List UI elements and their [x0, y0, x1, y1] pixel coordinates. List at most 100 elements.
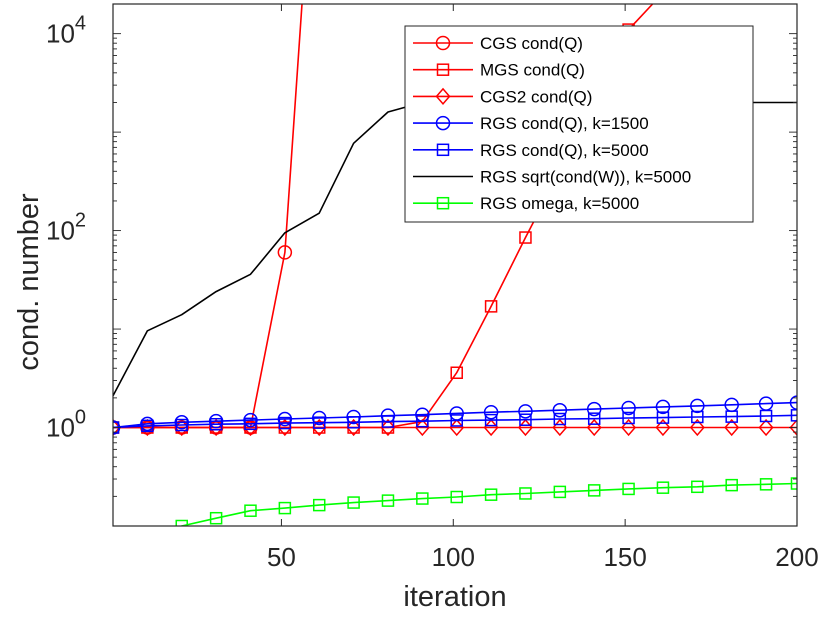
data-point [380, 418, 396, 437]
data-point [519, 413, 532, 426]
y-tick-base: 10 [46, 216, 75, 246]
data-point [175, 519, 188, 526]
data-point [484, 300, 498, 313]
data-point [140, 416, 155, 432]
data-point [656, 411, 670, 424]
series-line [113, 401, 797, 429]
data-point [346, 418, 362, 437]
data-point [656, 481, 670, 494]
plot-frame [112, 3, 798, 527]
legend-swatch-marker [436, 143, 450, 157]
data-point [209, 511, 223, 525]
data-point [759, 478, 773, 491]
data-point [553, 412, 567, 426]
data-point [175, 418, 188, 432]
y-tick-exponent: 2 [75, 210, 86, 232]
data-point [587, 484, 601, 497]
data-point [587, 412, 601, 425]
series-6 [175, 477, 797, 526]
data-point [450, 366, 463, 379]
data-point [690, 398, 705, 414]
data-point [790, 409, 797, 422]
data-point [725, 410, 738, 423]
x-tick-label: 50 [267, 542, 296, 572]
legend-entry: RGS cond(Q), k=1500 [413, 114, 649, 133]
data-point [244, 504, 257, 517]
data-point [416, 414, 429, 428]
y-tick-exponent: 4 [75, 13, 86, 35]
y-tick-label: 100 [46, 407, 86, 443]
y-tick-base: 10 [46, 19, 75, 49]
data-point [758, 418, 774, 437]
data-point [586, 401, 602, 417]
data-point [553, 485, 567, 499]
data-point [381, 415, 395, 428]
legend-label: RGS cond(Q), k=5000 [480, 141, 649, 160]
series-3 [113, 395, 797, 435]
data-point [449, 418, 465, 437]
data-point [278, 501, 292, 515]
legend-label: RGS omega, k=5000 [480, 194, 639, 213]
data-point [244, 417, 257, 431]
y-tick-base: 10 [46, 413, 75, 443]
data-point [724, 418, 740, 437]
legend-box [404, 25, 754, 223]
data-point [312, 498, 326, 512]
data-point [312, 416, 326, 429]
data-point [655, 418, 671, 437]
data-point [622, 411, 635, 425]
data-point [311, 418, 327, 437]
series-4 [113, 409, 797, 434]
legend-label: RGS sqrt(cond(W)), k=5000 [480, 168, 691, 187]
legend-entry: CGS2 cond(Q) [413, 87, 592, 106]
data-point [484, 488, 498, 501]
series-line [113, 414, 797, 429]
y-axis-label: cond. number [13, 193, 45, 371]
data-point [208, 413, 224, 429]
data-point [689, 418, 705, 437]
data-point [518, 404, 533, 419]
data-point [277, 411, 293, 427]
legend-swatch-marker [436, 196, 450, 210]
legend-swatch-marker [435, 115, 451, 131]
x-axis-label: iteration [403, 581, 506, 613]
data-point [311, 410, 327, 426]
data-point [174, 415, 189, 430]
data-point [519, 487, 532, 500]
legend-entry: RGS omega, k=5000 [413, 194, 639, 213]
data-point [621, 418, 637, 437]
data-point [278, 416, 292, 430]
data-point [655, 399, 671, 415]
legend-label: CGS2 cond(Q) [480, 87, 592, 106]
data-point [347, 416, 360, 429]
legend-entry: RGS cond(Q), k=5000 [413, 141, 649, 160]
y-tick-exponent: 0 [75, 407, 86, 429]
data-point [113, 418, 121, 437]
legend-entry: CGS cond(Q) [413, 34, 583, 53]
data-point [450, 414, 463, 427]
data-point [789, 395, 797, 410]
data-point [725, 478, 738, 492]
legend-swatch-marker [435, 35, 451, 51]
legend-label: RGS cond(Q), k=1500 [480, 114, 649, 133]
legend-swatch-marker [435, 87, 451, 106]
legend-label: MGS cond(Q) [480, 61, 585, 80]
legend-label: CGS cond(Q) [480, 34, 583, 53]
data-point [586, 418, 602, 437]
data-point [484, 413, 498, 427]
x-tick-label: 150 [603, 542, 646, 572]
y-tick-label: 102 [46, 210, 86, 246]
data-point [209, 417, 223, 431]
series-layer [113, 4, 797, 526]
data-point [691, 410, 704, 424]
data-point [346, 409, 361, 425]
data-point [141, 419, 154, 433]
y-tick-label: 104 [46, 13, 86, 49]
data-point [759, 409, 773, 423]
x-tick-label: 100 [432, 542, 475, 572]
data-point [622, 482, 635, 496]
data-point [414, 418, 430, 437]
data-point [381, 494, 395, 507]
